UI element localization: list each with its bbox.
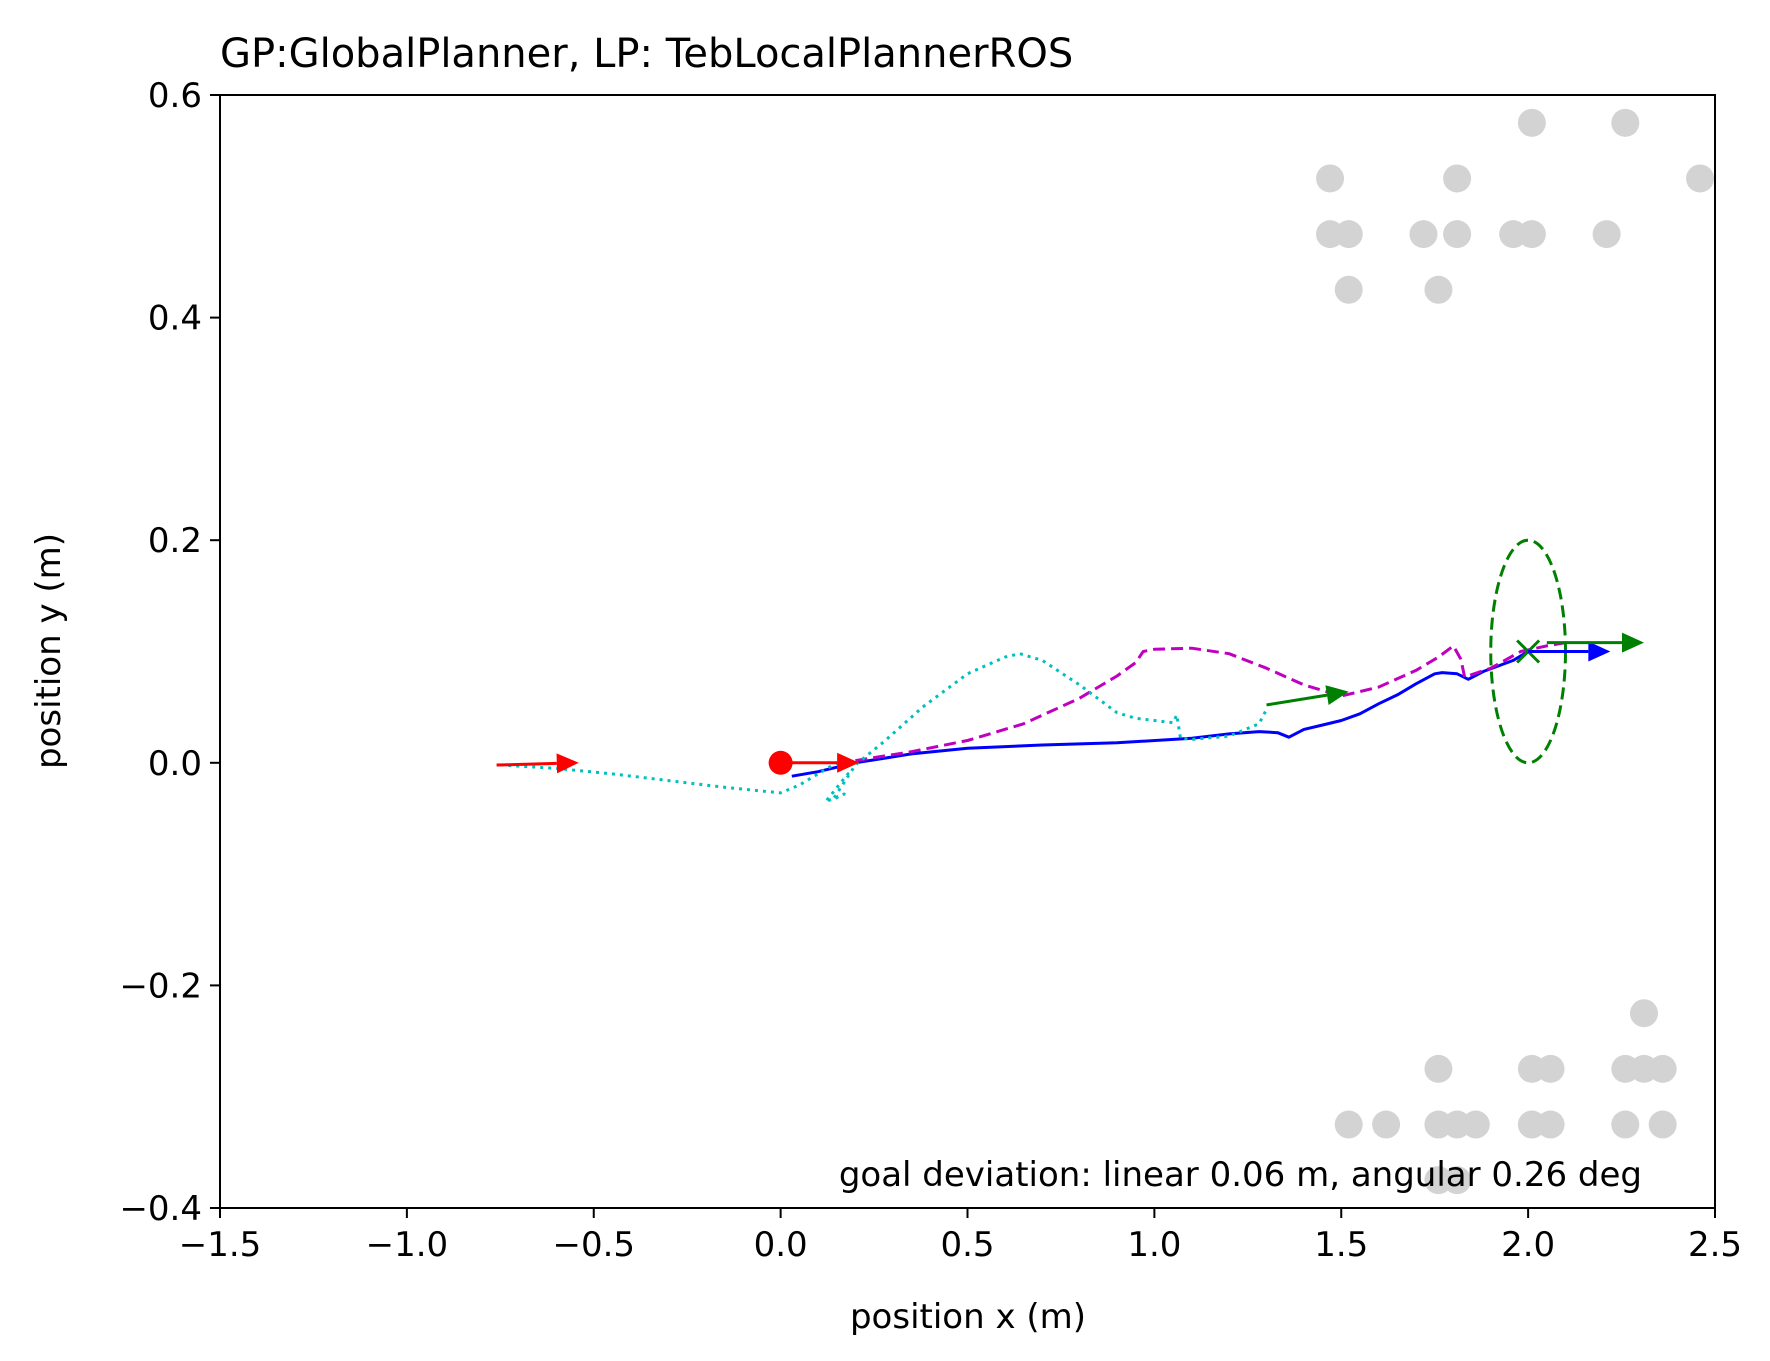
plot-area	[496, 108, 1715, 1195]
start-point-marker	[768, 750, 793, 775]
orientation-arrow	[1546, 632, 1644, 653]
obstacle-markers	[1316, 108, 1715, 1195]
x-axis-label: position x (m)	[850, 1297, 1086, 1337]
orientation-arrow	[1266, 685, 1349, 707]
obstacle-point	[1334, 275, 1363, 304]
plot-frame	[219, 94, 1716, 1209]
obstacle-point	[1611, 108, 1640, 137]
obstacle-point	[1536, 1110, 1565, 1139]
x-tick-label: 0.0	[754, 1225, 808, 1265]
obstacle-point	[1334, 1110, 1363, 1139]
y-tick-label: −0.2	[119, 966, 202, 1006]
orientation-arrows	[496, 632, 1644, 774]
goal-deviation-annotation: goal deviation: linear 0.06 m, angular 0…	[839, 1155, 1642, 1195]
obstacle-point	[1372, 1110, 1401, 1139]
dashed-trajectory-line	[855, 641, 1566, 763]
obstacle-point	[1536, 1054, 1565, 1083]
x-axis-ticks: −1.5 −1.0 −0.5 0.0 0.5 1.0 1.5 2.0 2.5	[179, 1208, 1742, 1265]
trajectory-series	[500, 641, 1566, 804]
obstacle-point	[1409, 220, 1438, 249]
obstacle-point	[1611, 1110, 1640, 1139]
obstacle-point	[1517, 108, 1546, 137]
obstacle-point	[1461, 1110, 1490, 1139]
x-tick-label: −1.5	[179, 1225, 262, 1265]
y-tick-label: −0.4	[119, 1189, 202, 1229]
start-marker-group	[768, 750, 793, 775]
y-tick-label: 0.4	[148, 299, 202, 339]
x-tick-label: 2.5	[1688, 1225, 1742, 1265]
x-tick-label: −0.5	[552, 1225, 635, 1265]
orientation-arrow	[496, 753, 579, 774]
y-tick-label: 0.0	[148, 744, 202, 784]
y-tick-label: 0.2	[148, 521, 202, 561]
x-tick-label: 1.5	[1314, 1225, 1368, 1265]
obstacle-point	[1316, 220, 1345, 249]
y-axis-label: position y (m)	[29, 533, 69, 769]
obstacle-point	[1629, 999, 1658, 1028]
obstacle-point	[1517, 220, 1546, 249]
orientation-arrow	[1528, 641, 1611, 662]
obstacle-point	[1316, 164, 1345, 193]
obstacle-point	[1424, 1054, 1453, 1083]
x-tick-label: −1.0	[366, 1225, 449, 1265]
obstacle-point	[1592, 220, 1621, 249]
solid-trajectory-line	[791, 650, 1529, 778]
y-tick-label: 0.6	[148, 76, 202, 116]
obstacle-point	[1443, 220, 1472, 249]
x-tick-label: 0.5	[940, 1225, 994, 1265]
chart-title: GP:GlobalPlanner, LP: TebLocalPlannerROS	[220, 31, 1073, 77]
obstacle-point	[1443, 164, 1472, 193]
obstacle-point	[1443, 1166, 1472, 1195]
obstacle-point	[1648, 1110, 1677, 1139]
y-axis-ticks: −0.4 −0.2 0.0 0.2 0.4 0.6	[119, 76, 220, 1229]
x-tick-label: 2.0	[1501, 1225, 1555, 1265]
obstacle-point	[1686, 164, 1715, 193]
obstacle-point	[1648, 1054, 1677, 1083]
obstacle-point	[1424, 275, 1453, 304]
dotted-trajectory-line	[500, 652, 1268, 804]
x-tick-label: 1.0	[1127, 1225, 1181, 1265]
